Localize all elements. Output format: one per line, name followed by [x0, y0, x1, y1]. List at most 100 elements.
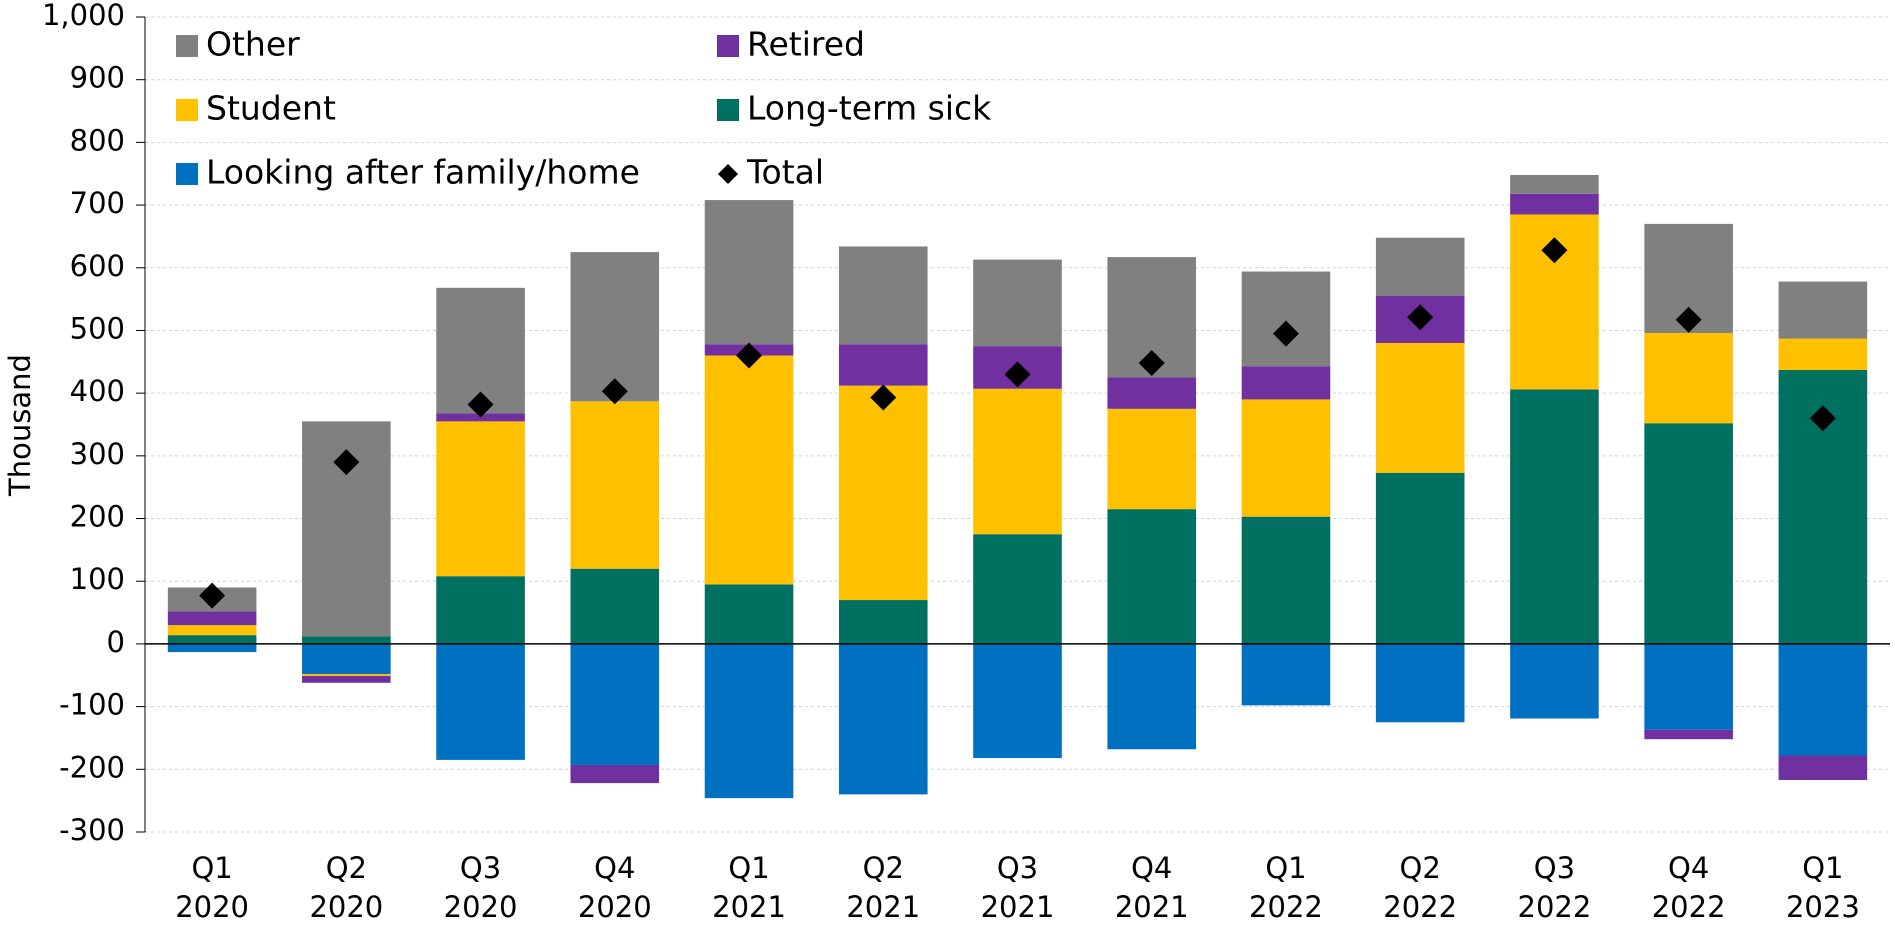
x-tick-label: Q1 [1802, 851, 1843, 885]
y-tick-label: 600 [70, 249, 125, 283]
x-tick-label: Q2 [1400, 851, 1441, 885]
x-tick-label: Q3 [997, 851, 1038, 885]
legend-label: Retired [747, 25, 865, 64]
bar-segment [570, 252, 660, 402]
bar-segment [704, 643, 794, 799]
total-marker [1541, 237, 1568, 264]
bar-segment [1510, 643, 1599, 719]
x-tick-label: 2022 [1383, 890, 1457, 924]
y-axis-label: Thousand [3, 354, 37, 497]
bar-segment [570, 643, 660, 765]
bar-segment [973, 643, 1062, 759]
bar-segment [1375, 643, 1465, 723]
bar-segment [570, 401, 660, 569]
bar-segment [1241, 366, 1331, 400]
bar-segment [1107, 408, 1197, 510]
bar-segment [1107, 509, 1197, 644]
total-marker [601, 378, 628, 405]
total-marker [333, 449, 360, 476]
bar-segment [1644, 643, 1733, 730]
x-tick-label: 2022 [1518, 890, 1592, 924]
bar-segment [302, 675, 391, 683]
x-tick-label: 2020 [175, 890, 249, 924]
x-tick-label: Q4 [1668, 851, 1709, 885]
bar-segment [1510, 193, 1599, 215]
bar-segment [302, 643, 391, 675]
bar-segment [1241, 271, 1331, 367]
x-tick-label: Q1 [1265, 851, 1306, 885]
bar-segment [838, 344, 928, 386]
bar-segment [838, 246, 928, 345]
legend-swatch [717, 99, 739, 121]
y-tick-label: 500 [70, 311, 125, 345]
legend-label: Other [206, 25, 300, 64]
x-tick-label: Q4 [594, 851, 635, 885]
x-tick-label: Q2 [326, 851, 367, 885]
x-tick-label: 2023 [1786, 890, 1860, 924]
x-tick-label: 2022 [1249, 890, 1323, 924]
bar-segment [167, 643, 257, 653]
bar-segment [1644, 729, 1733, 740]
legend-swatch [176, 99, 198, 121]
bar-segment [973, 388, 1062, 535]
bar-segment [704, 355, 794, 585]
total-marker [736, 342, 763, 369]
x-tick-label: Q3 [1534, 851, 1575, 885]
y-tick-label: 900 [70, 61, 125, 95]
bar-segment [302, 636, 391, 644]
bar-segment [1644, 423, 1733, 644]
y-tick-label: 400 [70, 374, 125, 408]
x-tick-label: 2021 [846, 890, 920, 924]
legend-label: Long-term sick [747, 89, 992, 128]
bar-segment [1107, 643, 1197, 750]
bar-segment [973, 259, 1062, 347]
bar-segment [1778, 755, 1868, 780]
bar-segment [704, 584, 794, 644]
bar-segment [1241, 399, 1331, 517]
legend-swatch [718, 164, 738, 184]
x-tick-label: 2021 [981, 890, 1055, 924]
y-tick-label: 100 [70, 562, 125, 596]
bar-segment [1375, 237, 1465, 296]
total-marker [870, 384, 897, 411]
total-marker [1272, 320, 1299, 347]
x-tick-label: 2021 [1115, 890, 1189, 924]
x-tick-label: 2020 [309, 890, 383, 924]
total-marker [1809, 405, 1836, 432]
bar-segment [436, 643, 525, 760]
legend-label: Student [206, 89, 336, 128]
y-tick-label: -300 [59, 813, 125, 847]
bar-segment [1778, 338, 1868, 370]
bar-segment [1510, 174, 1599, 194]
x-tick-label: 2021 [712, 890, 786, 924]
bar-segment [1510, 389, 1599, 644]
total-marker [1675, 306, 1702, 333]
bar-segment [838, 643, 928, 795]
legend-swatch [176, 163, 198, 185]
bar-segment [1375, 343, 1465, 473]
total-marker [1004, 361, 1031, 388]
bar-segment [1375, 472, 1465, 644]
x-tick-label: 2020 [444, 890, 518, 924]
bar-segment [704, 200, 794, 345]
x-tick-label: Q3 [460, 851, 501, 885]
x-tick-label: Q4 [1131, 851, 1172, 885]
y-tick-label: 300 [70, 437, 125, 471]
bar-segment [167, 625, 257, 636]
bar-segment [436, 576, 525, 644]
legend-label: Total [746, 153, 824, 192]
legend-swatch [176, 35, 198, 57]
bar-segment [302, 674, 391, 676]
bar-segment [1778, 643, 1868, 756]
bar-segment [436, 421, 525, 577]
bar-segment [570, 764, 660, 784]
bar-segment [1241, 643, 1331, 706]
y-tick-label: 700 [70, 186, 125, 220]
x-tick-label: Q1 [728, 851, 769, 885]
y-tick-label: 0 [107, 625, 125, 659]
bar-segment [167, 611, 257, 626]
bar-segment [1778, 281, 1868, 339]
total-marker [1407, 304, 1434, 331]
y-tick-label: -100 [59, 688, 125, 722]
y-tick-label: 1,000 [42, 0, 125, 32]
